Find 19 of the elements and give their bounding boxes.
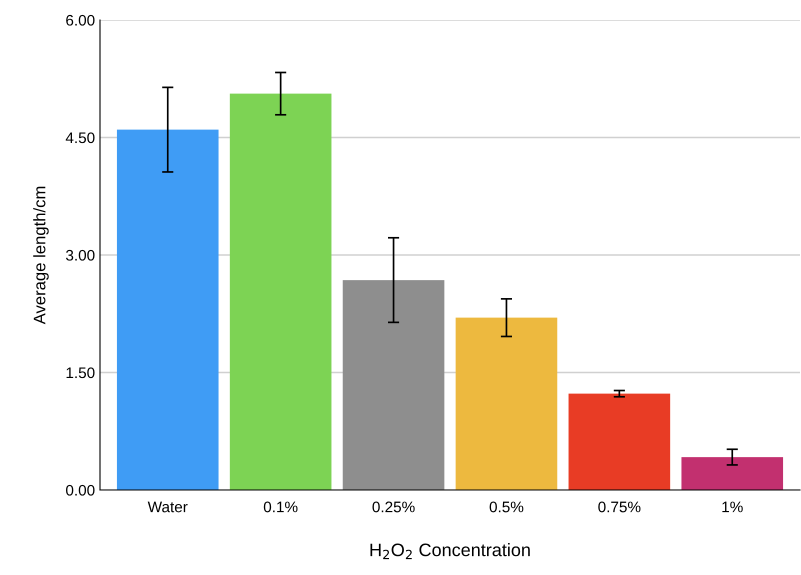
bar [681, 457, 784, 490]
x-tick-label: 0.25% [372, 502, 415, 512]
bar [342, 280, 444, 490]
bar [230, 94, 332, 490]
x-tick-label: Water [148, 502, 188, 512]
y-tick-label: 0.00 [66, 484, 95, 496]
y-tick-label: 1.50 [66, 367, 95, 378]
y-axis-title: Average length/cm [33, 186, 49, 324]
x-tick-label: 0.1% [264, 502, 298, 512]
bar [568, 394, 670, 490]
bar [116, 130, 219, 490]
x-axis-title: H$_{2}$O$_{2}$ Concentration [370, 543, 530, 560]
x-tick-label: 1% [722, 502, 743, 512]
x-tick-label: 0.5% [490, 502, 524, 512]
bar [456, 318, 558, 490]
y-tick-label: 3.00 [66, 250, 95, 261]
x-tick-label: 0.75% [598, 502, 640, 512]
y-tick-label: 4.50 [66, 132, 95, 144]
y-tick-label: 6.00 [66, 14, 95, 26]
